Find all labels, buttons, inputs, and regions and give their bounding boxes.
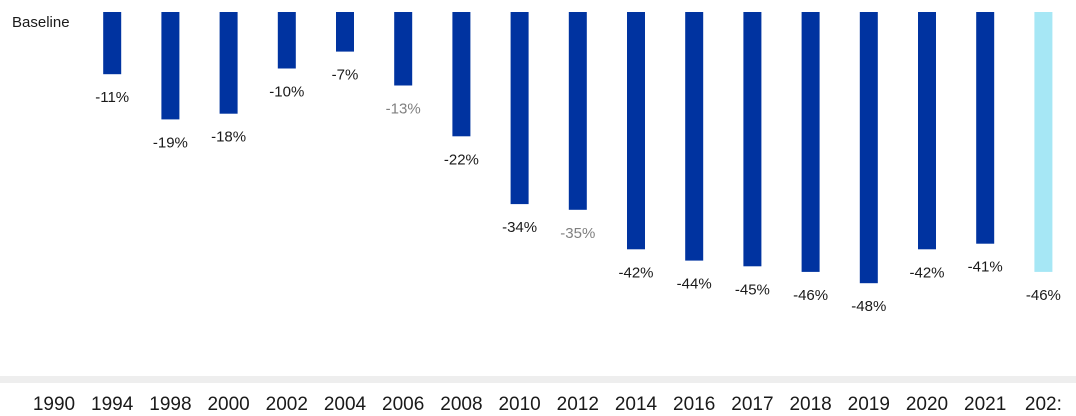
value-label-2016: -44%	[677, 276, 712, 293]
bar-2008	[452, 12, 471, 137]
bar-2020	[918, 12, 936, 250]
bar-2000	[219, 12, 238, 114]
x-tick-label-2020: 2020	[906, 394, 948, 415]
x-tick-label-2014: 2014	[615, 394, 658, 415]
value-label-2017: -45%	[735, 281, 770, 298]
value-label-2022: -46%	[1026, 287, 1061, 304]
bar-2016	[685, 12, 704, 261]
x-tick-label-2000: 2000	[207, 394, 249, 415]
value-label-2014: -42%	[618, 264, 653, 281]
value-label-2000: -18%	[211, 129, 246, 146]
bar-2004	[336, 12, 354, 52]
bar-2012	[568, 12, 587, 210]
x-tick-label-2016: 2016	[673, 394, 715, 415]
value-label-2018: -46%	[793, 287, 828, 304]
value-label-1998: -19%	[153, 134, 188, 151]
x-tick-label-2012: 2012	[557, 394, 599, 415]
x-tick-label-2004: 2004	[324, 394, 367, 415]
value-label-2002: -10%	[269, 84, 304, 101]
value-label-2021: -41%	[968, 259, 1003, 276]
bar-2010	[510, 12, 529, 205]
x-tick-label-2021: 2021	[964, 394, 1006, 415]
x-tick-label-2017: 2017	[731, 394, 773, 415]
bar-2021	[976, 12, 995, 244]
x-tick-label-2022: 202:	[1025, 394, 1062, 415]
bar-2006	[394, 12, 413, 86]
x-tick-label-2006: 2006	[382, 394, 424, 415]
value-label-2008: -22%	[444, 151, 479, 168]
value-label-2010: -34%	[502, 219, 537, 236]
bar-2018	[801, 12, 820, 272]
value-label-2006: -13%	[386, 101, 421, 118]
value-label-2012: -35%	[560, 225, 595, 242]
value-label-2020: -42%	[909, 264, 944, 281]
x-tick-label-1990: 1990	[33, 394, 75, 415]
x-tick-label-2002: 2002	[266, 394, 308, 415]
x-tick-label-1994: 1994	[91, 394, 134, 415]
bar-2017	[743, 12, 762, 267]
value-label-1994: -11%	[95, 89, 129, 106]
bar-1998	[161, 12, 180, 120]
baseline-label: Baseline	[12, 14, 70, 31]
bar-2014	[627, 12, 645, 250]
value-label-2019: -48%	[851, 298, 886, 315]
x-tick-label-1998: 1998	[149, 394, 191, 415]
x-tick-label-2018: 2018	[789, 394, 831, 415]
bar-2019	[859, 12, 878, 284]
bar-1994	[103, 12, 122, 75]
bar-2022	[1034, 12, 1053, 272]
x-tick-label-2010: 2010	[498, 394, 540, 415]
x-tick-label-2008: 2008	[440, 394, 482, 415]
x-axis-band	[0, 376, 1076, 383]
bar-2002	[277, 12, 296, 69]
value-label-2004: -7%	[332, 67, 359, 84]
x-tick-label-2019: 2019	[848, 394, 890, 415]
